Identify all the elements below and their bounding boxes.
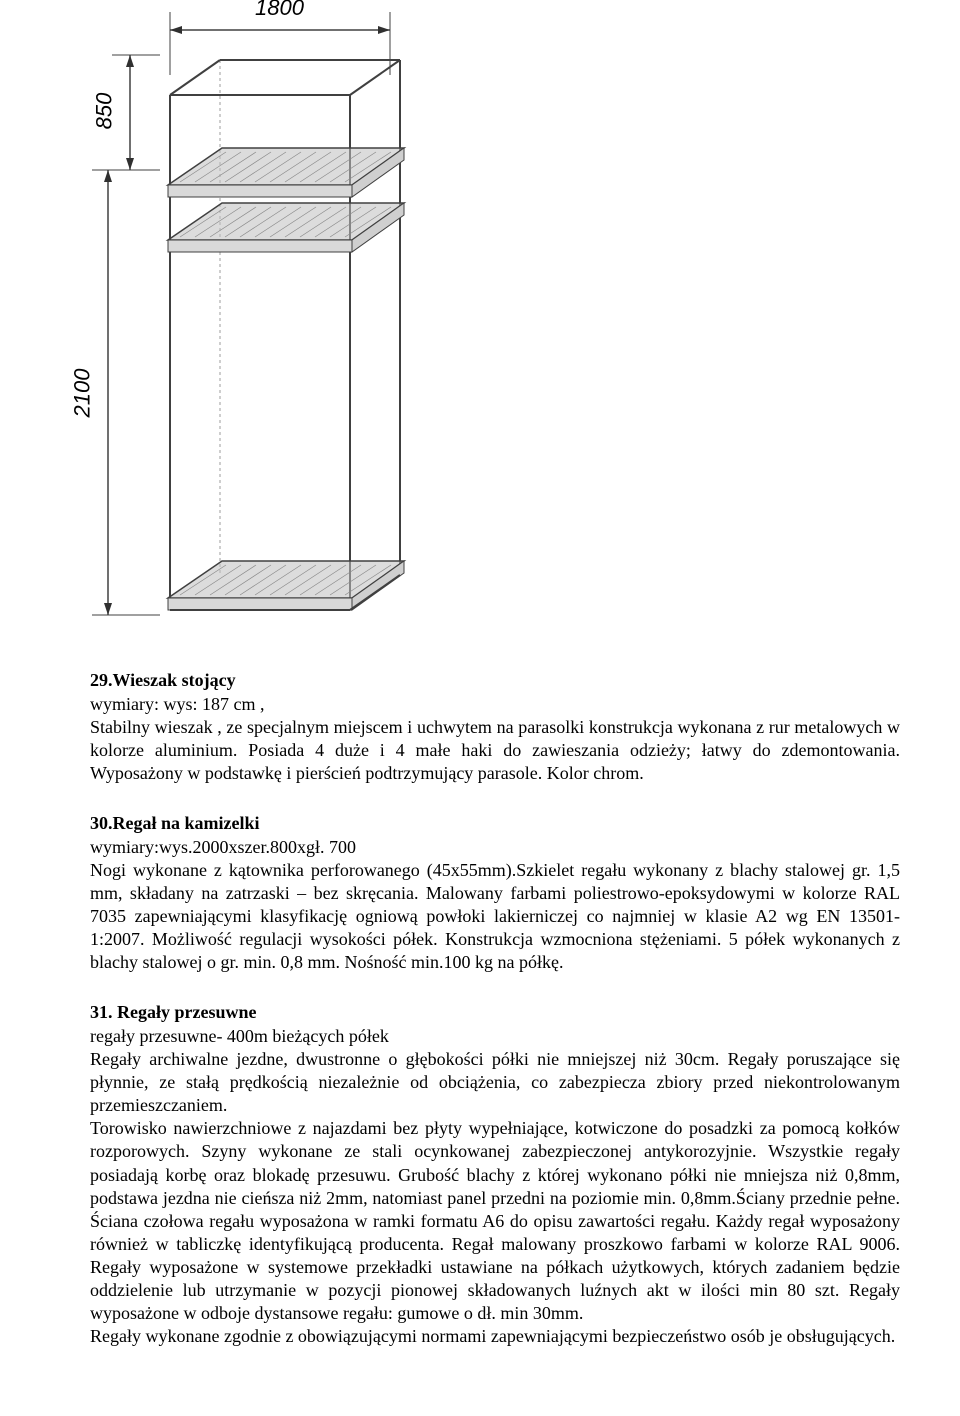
dim-left-label: 2100: [69, 369, 95, 418]
sec31-body1: Regały archiwalne jezdne, dwustronne o g…: [90, 1048, 900, 1117]
section-30: 30.Regał na kamizelki wymiary:wys.2000xs…: [90, 813, 900, 974]
sec30-title: 30.Regał na kamizelki: [90, 813, 900, 834]
dim-top-label: 1800: [255, 0, 304, 21]
shelf-drawing-svg: [90, 0, 420, 640]
sec29-line1: wymiary: wys: 187 cm ,: [90, 693, 900, 716]
section-29: 29.Wieszak stojący wymiary: wys: 187 cm …: [90, 670, 900, 785]
dim-upper-left-label: 850: [91, 93, 117, 130]
sec31-body2: Torowisko nawierzchniowe z najazdami bez…: [90, 1117, 900, 1324]
sec29-title: 29.Wieszak stojący: [90, 670, 900, 691]
sec30-line1: wymiary:wys.2000xszer.800xgł. 700: [90, 836, 900, 859]
sec29-body: Stabilny wieszak , ze specjalnym miejsce…: [90, 716, 900, 785]
sec31-title: 31. Regały przesuwne: [90, 1002, 900, 1023]
sec30-body: Nogi wykonane z kątownika perforowanego …: [90, 859, 900, 974]
sec31-line1: regały przesuwne- 400m bieżących półek: [90, 1025, 900, 1048]
section-31: 31. Regały przesuwne regały przesuwne- 4…: [90, 1002, 900, 1347]
technical-drawing: 1800 850 2100: [90, 0, 420, 640]
sec31-body3: Regały wykonane zgodnie z obowiązującymi…: [90, 1325, 900, 1348]
